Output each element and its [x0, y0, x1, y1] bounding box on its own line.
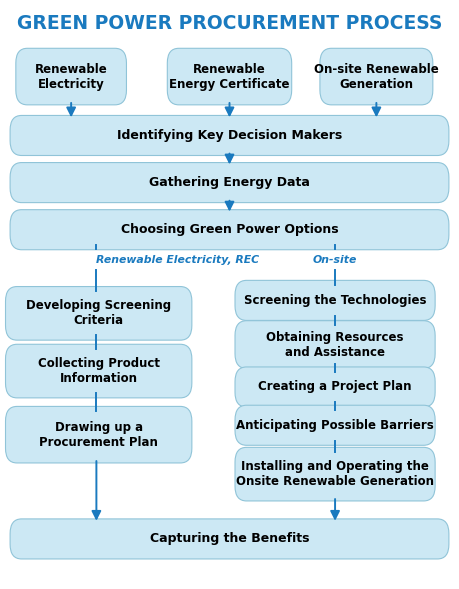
FancyBboxPatch shape	[168, 48, 292, 105]
FancyBboxPatch shape	[16, 48, 126, 105]
Text: Creating a Project Plan: Creating a Project Plan	[258, 380, 412, 393]
FancyBboxPatch shape	[10, 115, 449, 155]
Text: Capturing the Benefits: Capturing the Benefits	[150, 532, 309, 545]
Text: Obtaining Resources
and Assistance: Obtaining Resources and Assistance	[266, 330, 404, 359]
FancyBboxPatch shape	[6, 344, 192, 398]
FancyBboxPatch shape	[235, 448, 435, 501]
Text: Identifying Key Decision Makers: Identifying Key Decision Makers	[117, 129, 342, 142]
Text: Gathering Energy Data: Gathering Energy Data	[149, 176, 310, 189]
FancyBboxPatch shape	[235, 405, 435, 445]
Text: On-site: On-site	[313, 256, 357, 265]
FancyBboxPatch shape	[10, 163, 449, 203]
Text: Installing and Operating the
Onsite Renewable Generation: Installing and Operating the Onsite Rene…	[236, 460, 434, 488]
Text: Collecting Product
Information: Collecting Product Information	[38, 357, 160, 385]
FancyBboxPatch shape	[235, 280, 435, 320]
Text: On-site Renewable
Generation: On-site Renewable Generation	[314, 62, 439, 91]
Text: Screening the Technologies: Screening the Technologies	[244, 294, 426, 307]
FancyBboxPatch shape	[235, 320, 435, 369]
Text: Renewable Electricity, REC: Renewable Electricity, REC	[96, 256, 259, 265]
FancyBboxPatch shape	[320, 48, 433, 105]
FancyBboxPatch shape	[235, 367, 435, 407]
Text: Developing Screening
Criteria: Developing Screening Criteria	[26, 299, 171, 327]
Text: Choosing Green Power Options: Choosing Green Power Options	[121, 223, 338, 236]
FancyBboxPatch shape	[6, 286, 192, 340]
Text: Renewable
Energy Certificate: Renewable Energy Certificate	[169, 62, 290, 91]
Text: Renewable
Electricity: Renewable Electricity	[35, 62, 107, 91]
Text: Anticipating Possible Barriers: Anticipating Possible Barriers	[236, 419, 434, 432]
FancyBboxPatch shape	[10, 519, 449, 559]
Text: GREEN POWER PROCUREMENT PROCESS: GREEN POWER PROCUREMENT PROCESS	[17, 14, 442, 33]
Text: Drawing up a
Procurement Plan: Drawing up a Procurement Plan	[39, 421, 158, 449]
FancyBboxPatch shape	[10, 210, 449, 250]
FancyBboxPatch shape	[6, 406, 192, 463]
